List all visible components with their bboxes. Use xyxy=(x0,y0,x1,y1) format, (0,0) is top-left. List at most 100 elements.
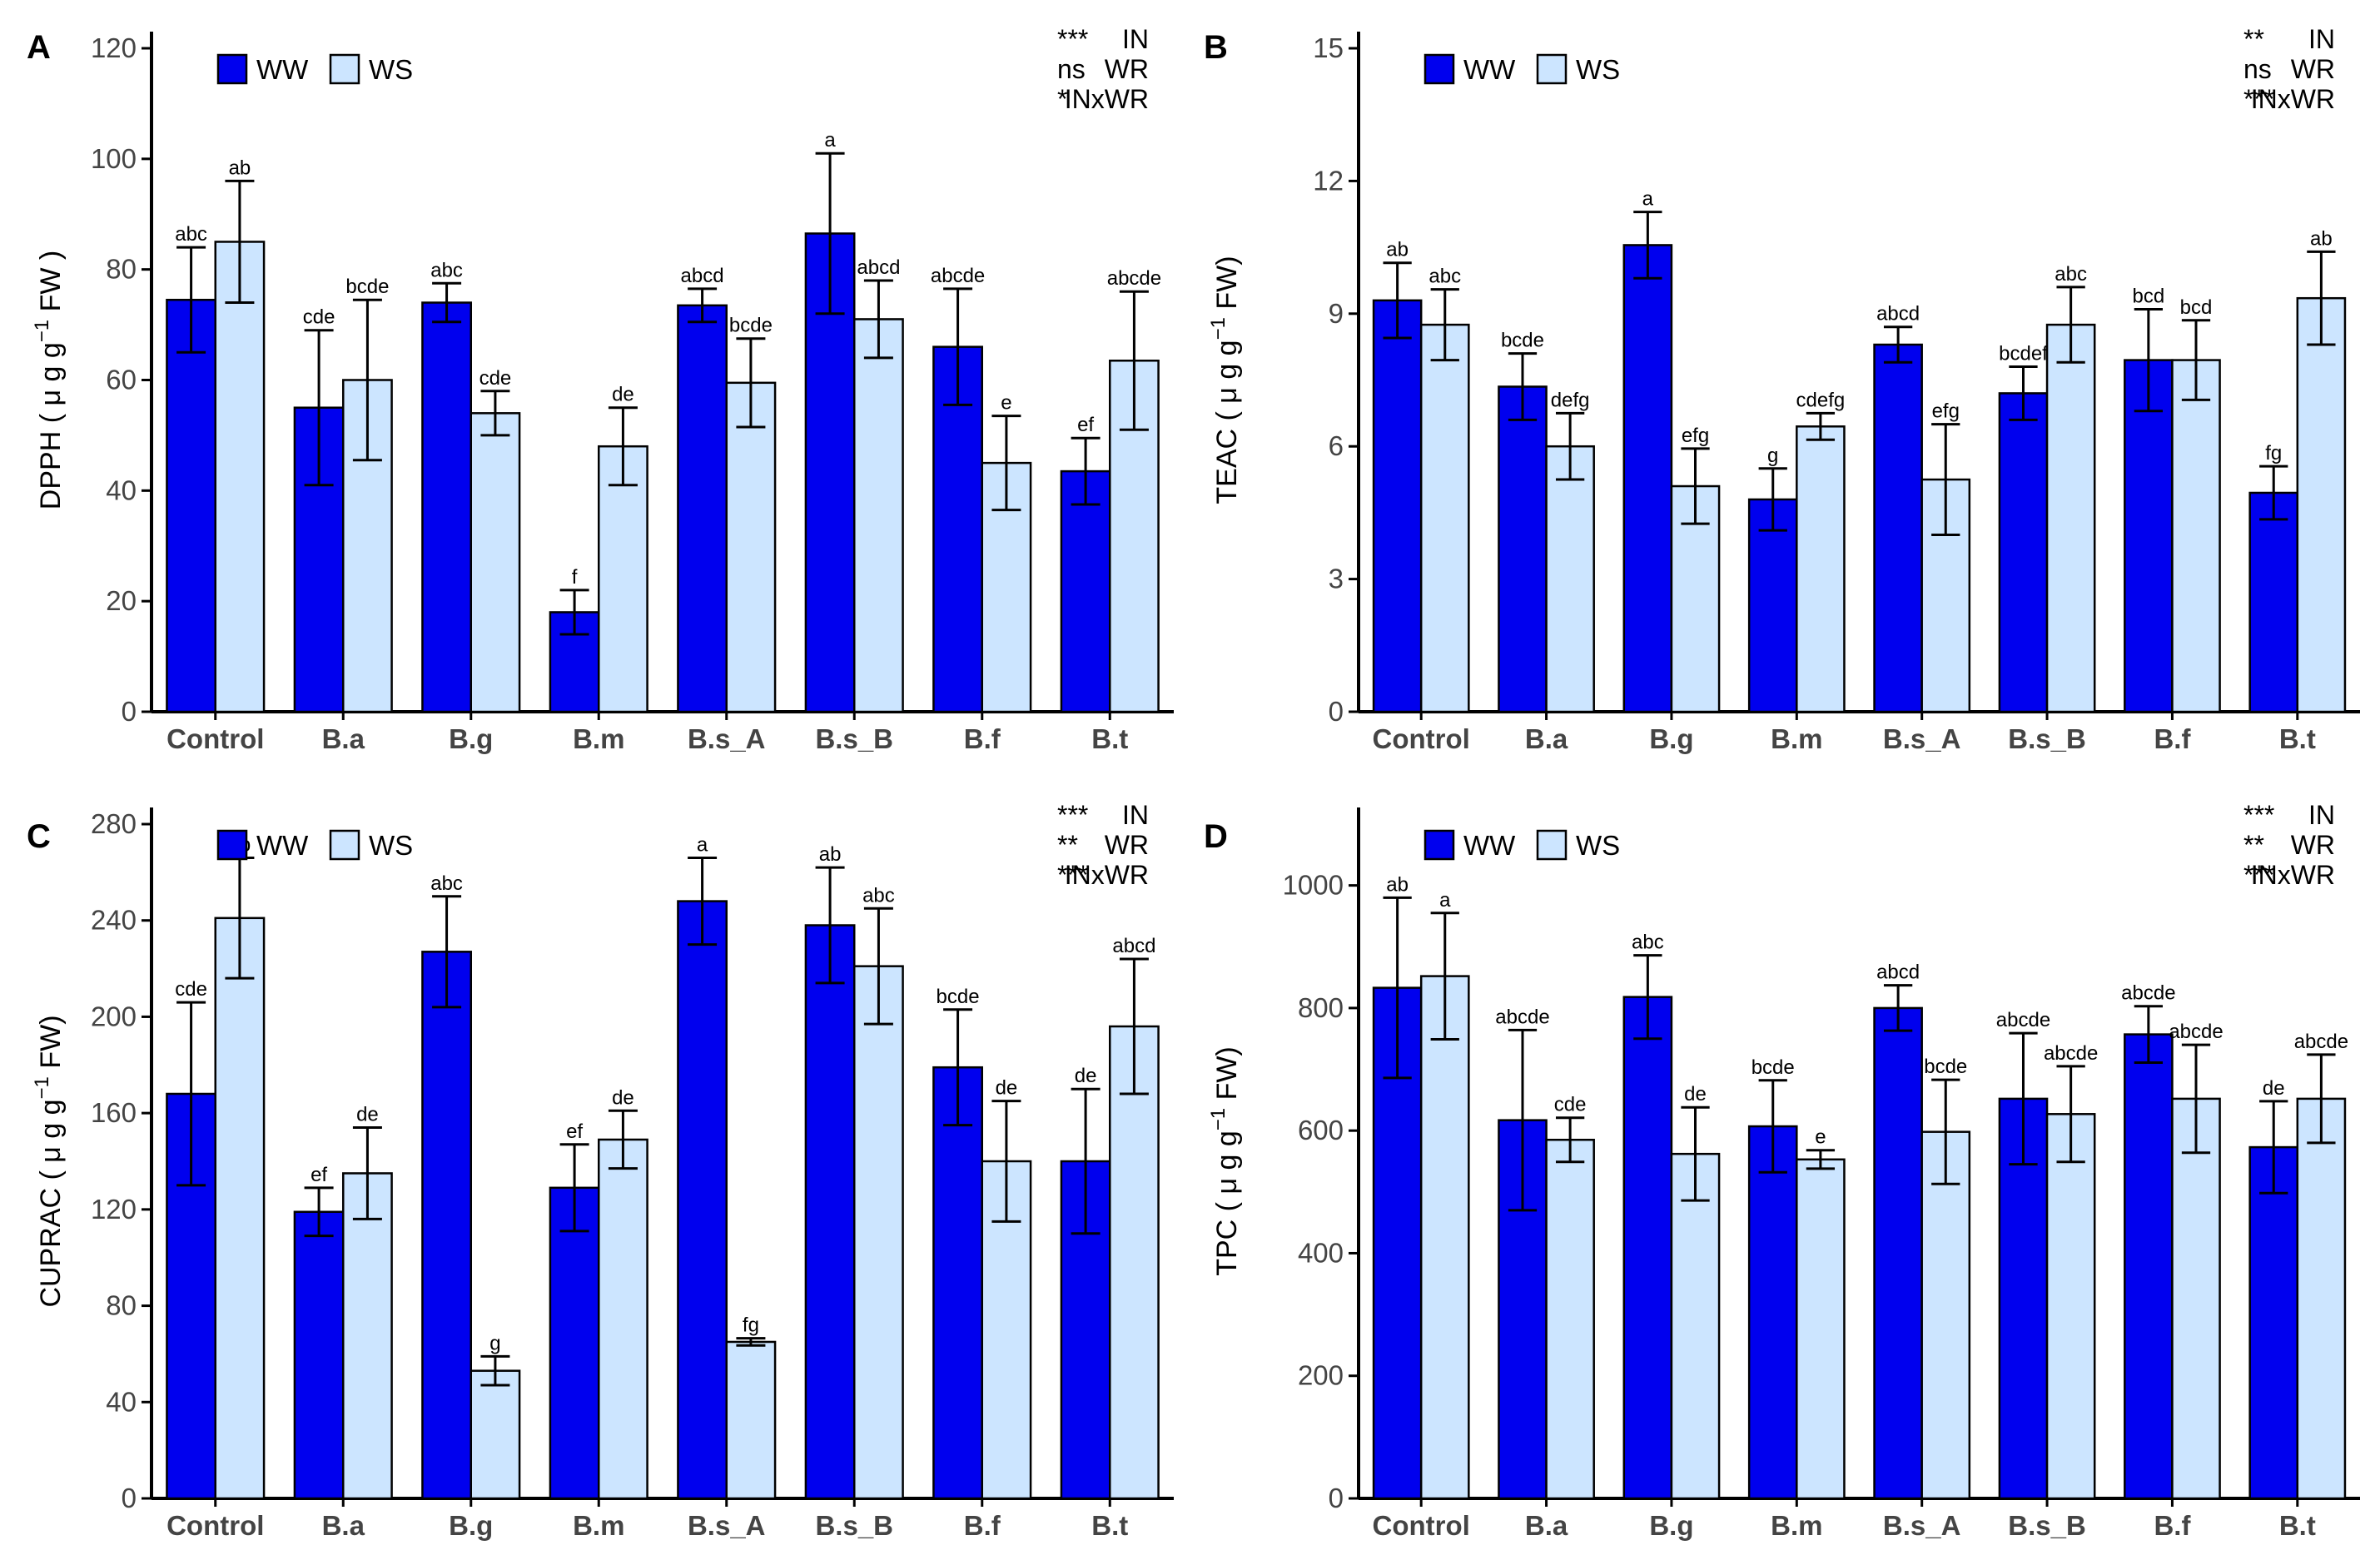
x-tick-label: B.s_A xyxy=(1883,723,1961,754)
significance-stars: ns xyxy=(2243,54,2272,84)
significance-letter: abc xyxy=(1428,266,1461,288)
significance-letter: abc xyxy=(1632,932,1664,954)
legend-swatch-ww xyxy=(216,53,248,85)
significance-letter: abcde xyxy=(2169,1021,2223,1043)
y-tick-label: 6 xyxy=(1329,430,1344,461)
bar-ws xyxy=(1109,1025,1160,1500)
significance-factor: WR xyxy=(2291,830,2335,860)
bar-ws xyxy=(1545,1138,1595,1500)
significance-letter: abc xyxy=(2055,263,2087,286)
bar-ww xyxy=(2124,359,2174,713)
significance-letter: ab xyxy=(229,156,251,179)
x-tick-label: B.m xyxy=(1771,723,1822,754)
y-tick-label: 0 xyxy=(1329,1483,1344,1513)
x-tick-label: B.a xyxy=(322,723,365,754)
legend: WW WS xyxy=(216,829,413,861)
significance-letter: cdefg xyxy=(1796,389,1846,411)
significance-letter: bcde xyxy=(1501,330,1544,352)
significance-letter: bcde xyxy=(937,986,980,1008)
significance-letter: abcd xyxy=(1112,935,1155,957)
y-tick-label: 20 xyxy=(106,585,137,616)
significance-letter: abcde xyxy=(931,265,985,287)
significance-factor: INxWR xyxy=(1065,84,1149,114)
y-tick-label: 15 xyxy=(1313,32,1344,63)
significance-letter: abcd xyxy=(857,256,900,279)
significance-letter: bcde xyxy=(729,315,773,337)
significance-letter: de xyxy=(612,1086,634,1109)
significance-letter: bcde xyxy=(1924,1056,1967,1078)
legend-label-ws: WS xyxy=(369,54,413,85)
legend-label-ws: WS xyxy=(1576,830,1620,861)
bar-ws xyxy=(1670,1152,1721,1500)
legend-label-ws: WS xyxy=(369,830,413,861)
bar-ws xyxy=(2296,296,2347,713)
x-tick-label: B.s_B xyxy=(815,1510,893,1541)
bar-ww xyxy=(932,1066,984,1500)
significance-stars: ** xyxy=(1057,830,1078,860)
x-tick-label: B.s_A xyxy=(1883,1510,1961,1541)
significance-letter: bcd xyxy=(2180,296,2213,319)
significance-stars: *** xyxy=(2243,84,2274,114)
y-tick-label: 600 xyxy=(1298,1115,1344,1145)
bar-ww xyxy=(2248,491,2299,713)
significance-factor: WR xyxy=(1105,830,1149,860)
significance-letter: de xyxy=(996,1077,1018,1100)
y-axis-title: TEAC ( μ g g−1 FW) xyxy=(1207,256,1243,504)
y-tick-label: 80 xyxy=(106,254,137,285)
bar-ww xyxy=(1498,385,1548,713)
y-tick-label: 0 xyxy=(1329,696,1344,727)
panel-label: B xyxy=(1204,29,1228,66)
x-tick-label: B.s_B xyxy=(2008,1510,2086,1541)
bar-ww xyxy=(1747,1125,1798,1500)
bar-ws xyxy=(2171,1097,2221,1500)
bar-ws xyxy=(1109,360,1160,713)
x-tick-label: B.g xyxy=(1649,1510,1693,1541)
significance-stars: ** xyxy=(2243,24,2264,54)
bar-ws xyxy=(1796,425,1846,713)
bar-ww xyxy=(2248,1145,2299,1500)
x-tick-label: B.t xyxy=(2279,1510,2316,1541)
significance-stars: *** xyxy=(1057,860,1088,890)
x-tick-label: B.f xyxy=(964,723,1001,754)
y-tick-label: 40 xyxy=(106,1386,137,1417)
y-tick-label: 100 xyxy=(91,143,137,174)
y-tick-label: 120 xyxy=(91,1194,137,1225)
bar-ws xyxy=(470,412,521,713)
legend-label-ww: WW xyxy=(1463,54,1516,85)
significance-letter: abcde xyxy=(2294,1031,2348,1053)
bar-ws xyxy=(853,318,904,713)
x-tick-label: Control xyxy=(1373,1510,1470,1541)
significance-factor: INxWR xyxy=(2251,84,2335,114)
y-tick-label: 40 xyxy=(106,474,137,505)
bar-ww xyxy=(166,298,216,713)
y-axis-title: DPPH ( μ g g−1 FW ) xyxy=(31,251,67,509)
panel-label: D xyxy=(1204,818,1228,855)
significance-letter: bcd xyxy=(2133,285,2165,307)
bar-ww xyxy=(677,304,728,713)
significance-stars: *** xyxy=(1057,24,1088,54)
panel-label: C xyxy=(27,818,51,855)
y-tick-label: 200 xyxy=(1298,1360,1344,1391)
bar-ww xyxy=(549,1186,600,1500)
x-tick-label: B.a xyxy=(1525,1510,1568,1541)
significance-stars: *** xyxy=(1057,800,1088,830)
significance-letter: bcde xyxy=(1751,1056,1795,1079)
legend: WW WS xyxy=(1424,53,1620,85)
bar-ww xyxy=(2124,1033,2174,1500)
significance-letter: abcde xyxy=(2121,982,2175,1005)
bar-ws xyxy=(1796,1158,1846,1500)
significance-factor: IN xyxy=(1122,800,1149,830)
significance-letter: ab xyxy=(819,843,842,866)
significance-letter: efg xyxy=(1682,425,1709,447)
bar-ws xyxy=(853,965,904,1500)
y-tick-label: 120 xyxy=(91,32,137,63)
significance-letter: abcde xyxy=(1495,1006,1549,1028)
legend-swatch-ww xyxy=(1424,53,1455,85)
x-tick-label: B.f xyxy=(964,1510,1001,1541)
significance-letter: cde xyxy=(479,367,512,390)
bar-ws xyxy=(2296,1097,2347,1500)
legend: WW WS xyxy=(1424,829,1620,861)
legend-label-ww: WW xyxy=(256,54,309,85)
